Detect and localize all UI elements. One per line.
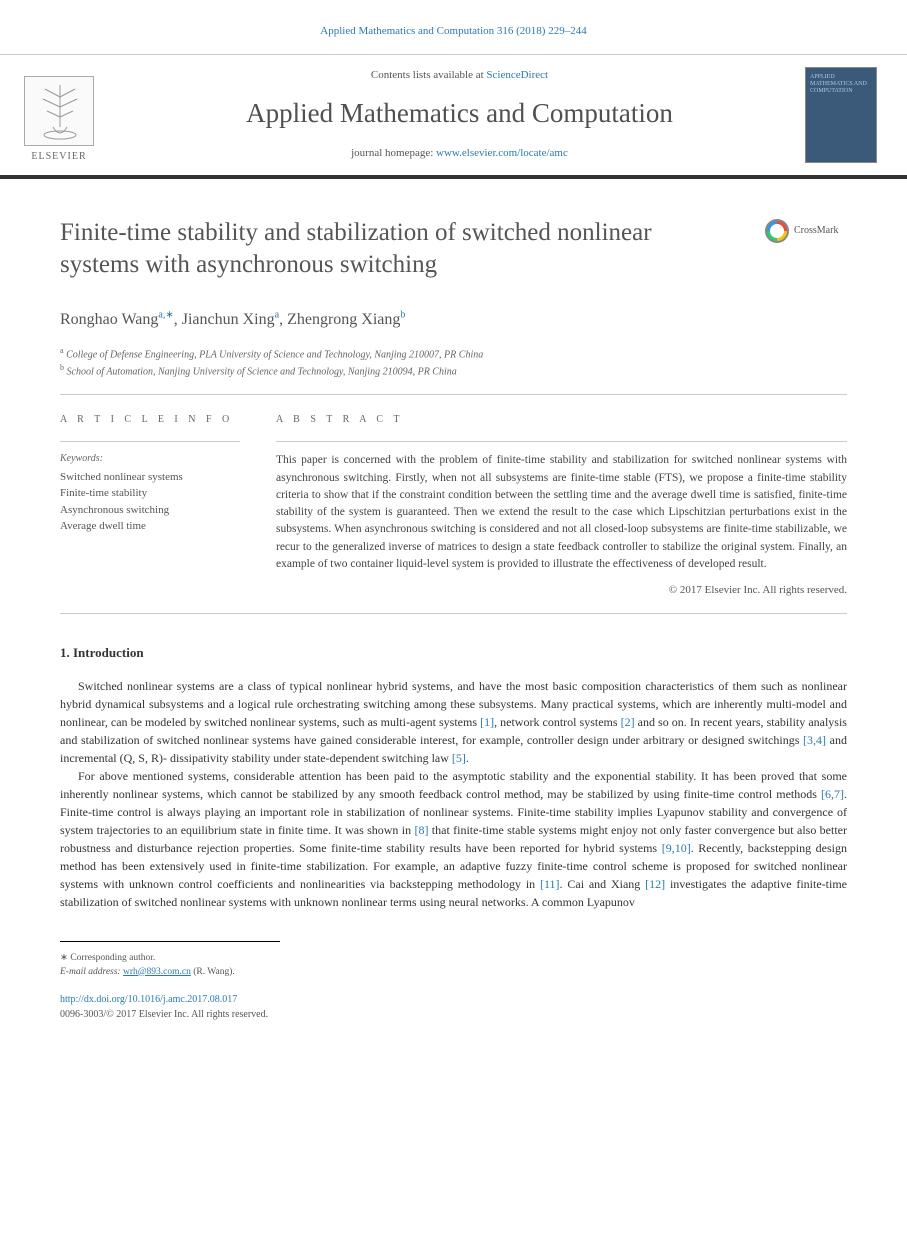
abstract-label: A B S T R A C T — [276, 413, 847, 428]
journal-name: Applied Mathematics and Computation — [114, 94, 805, 133]
doi-link[interactable]: http://dx.doi.org/10.1016/j.amc.2017.08.… — [60, 994, 237, 1005]
keyword: Asynchronous switching — [60, 502, 240, 519]
article-title: Finite-time stability and stabilization … — [60, 217, 700, 282]
divider — [60, 441, 240, 442]
keyword: Finite-time stability — [60, 485, 240, 502]
divider — [276, 441, 847, 442]
crossmark-badge[interactable]: CrossMark — [765, 219, 847, 243]
crossmark-icon — [765, 219, 789, 243]
citation-ref[interactable]: [2] — [621, 715, 635, 729]
sciencedirect-link[interactable]: ScienceDirect — [486, 69, 548, 81]
crossmark-label: CrossMark — [794, 224, 838, 239]
bottom-info: http://dx.doi.org/10.1016/j.amc.2017.08.… — [0, 983, 907, 1052]
intro-paragraph-1: Switched nonlinear systems are a class o… — [60, 677, 847, 767]
text: . Cai and Xiang — [560, 877, 646, 891]
info-abstract-row: A R T I C L E I N F O Keywords: Switched… — [0, 395, 907, 613]
issn-copyright: 0096-3003/© 2017 Elsevier Inc. All right… — [60, 1008, 847, 1023]
affiliation-a: a College of Defense Engineering, PLA Un… — [60, 345, 847, 362]
article-info-label: A R T I C L E I N F O — [60, 413, 240, 428]
running-citation: Applied Mathematics and Computation 316 … — [0, 0, 907, 54]
author-email-link[interactable]: wrh@893.com.cn — [123, 967, 191, 977]
keywords-label: Keywords: — [60, 452, 240, 467]
text: . — [466, 751, 469, 765]
journal-cover-thumb: APPLIED MATHEMATICS AND COMPUTATION — [805, 67, 877, 163]
citation-ref[interactable]: [12] — [645, 877, 665, 891]
footnote-block: ∗ Corresponding author. E-mail address: … — [60, 941, 280, 984]
contents-prefix: Contents lists available at — [371, 69, 486, 81]
homepage-line: journal homepage: www.elsevier.com/locat… — [114, 146, 805, 162]
keyword: Switched nonlinear systems — [60, 469, 240, 486]
abstract-text: This paper is concerned with the problem… — [276, 452, 847, 573]
article-info-col: A R T I C L E I N F O Keywords: Switched… — [60, 413, 240, 599]
author-2-affil: a — [275, 310, 279, 321]
body-section: 1. Introduction Switched nonlinear syste… — [0, 614, 907, 921]
authors-line: Ronghao Wanga,∗, Jianchun Xinga, Zhengro… — [0, 294, 907, 337]
section-heading-intro: 1. Introduction — [60, 644, 847, 663]
affiliation-b: b School of Automation, Nanjing Universi… — [60, 362, 847, 379]
homepage-prefix: journal homepage: — [351, 147, 436, 159]
homepage-link[interactable]: www.elsevier.com/locate/amc — [436, 147, 568, 159]
citation-ref[interactable]: [5] — [452, 751, 466, 765]
author-3: Zhengrong Xiang — [287, 311, 400, 328]
journal-masthead: ELSEVIER Contents lists available at Sci… — [0, 54, 907, 179]
keywords-list: Switched nonlinear systems Finite-time s… — [60, 469, 240, 535]
text: , network control systems — [494, 715, 621, 729]
email-label: E-mail address: — [60, 967, 121, 977]
citation-ref[interactable]: [6,7] — [821, 787, 844, 801]
citation-ref[interactable]: [3,4] — [803, 733, 826, 747]
author-3-affil: b — [400, 310, 405, 321]
publisher-name: ELSEVIER — [31, 150, 86, 165]
affiliation-a-text: College of Defense Engineering, PLA Univ… — [66, 349, 483, 360]
email-name: (R. Wang). — [193, 967, 235, 977]
keyword: Average dwell time — [60, 518, 240, 535]
affiliation-b-text: School of Automation, Nanjing University… — [67, 367, 457, 378]
elsevier-tree-icon — [24, 76, 94, 146]
abstract-col: A B S T R A C T This paper is concerned … — [276, 413, 847, 599]
citation-ref[interactable]: [1] — [480, 715, 494, 729]
publisher-logo: ELSEVIER — [14, 65, 104, 165]
abstract-copyright: © 2017 Elsevier Inc. All rights reserved… — [276, 583, 847, 599]
author-2: Jianchun Xing — [182, 311, 275, 328]
corresponding-author-label: ∗ Corresponding author. — [60, 952, 280, 966]
text: For above mentioned systems, considerabl… — [60, 769, 847, 801]
author-1-affil: a,∗ — [158, 310, 173, 321]
citation-ref[interactable]: [9,10] — [662, 841, 691, 855]
email-line: E-mail address: wrh@893.com.cn (R. Wang)… — [60, 966, 280, 980]
affiliations: a College of Defense Engineering, PLA Un… — [0, 337, 907, 394]
contents-line: Contents lists available at ScienceDirec… — [114, 68, 805, 84]
masthead-center: Contents lists available at ScienceDirec… — [114, 68, 805, 161]
title-block: CrossMark Finite-time stability and stab… — [0, 179, 907, 294]
author-1: Ronghao Wang — [60, 311, 158, 328]
citation-ref[interactable]: [8] — [414, 823, 428, 837]
citation-ref[interactable]: [11] — [540, 877, 560, 891]
intro-paragraph-2: For above mentioned systems, considerabl… — [60, 767, 847, 911]
